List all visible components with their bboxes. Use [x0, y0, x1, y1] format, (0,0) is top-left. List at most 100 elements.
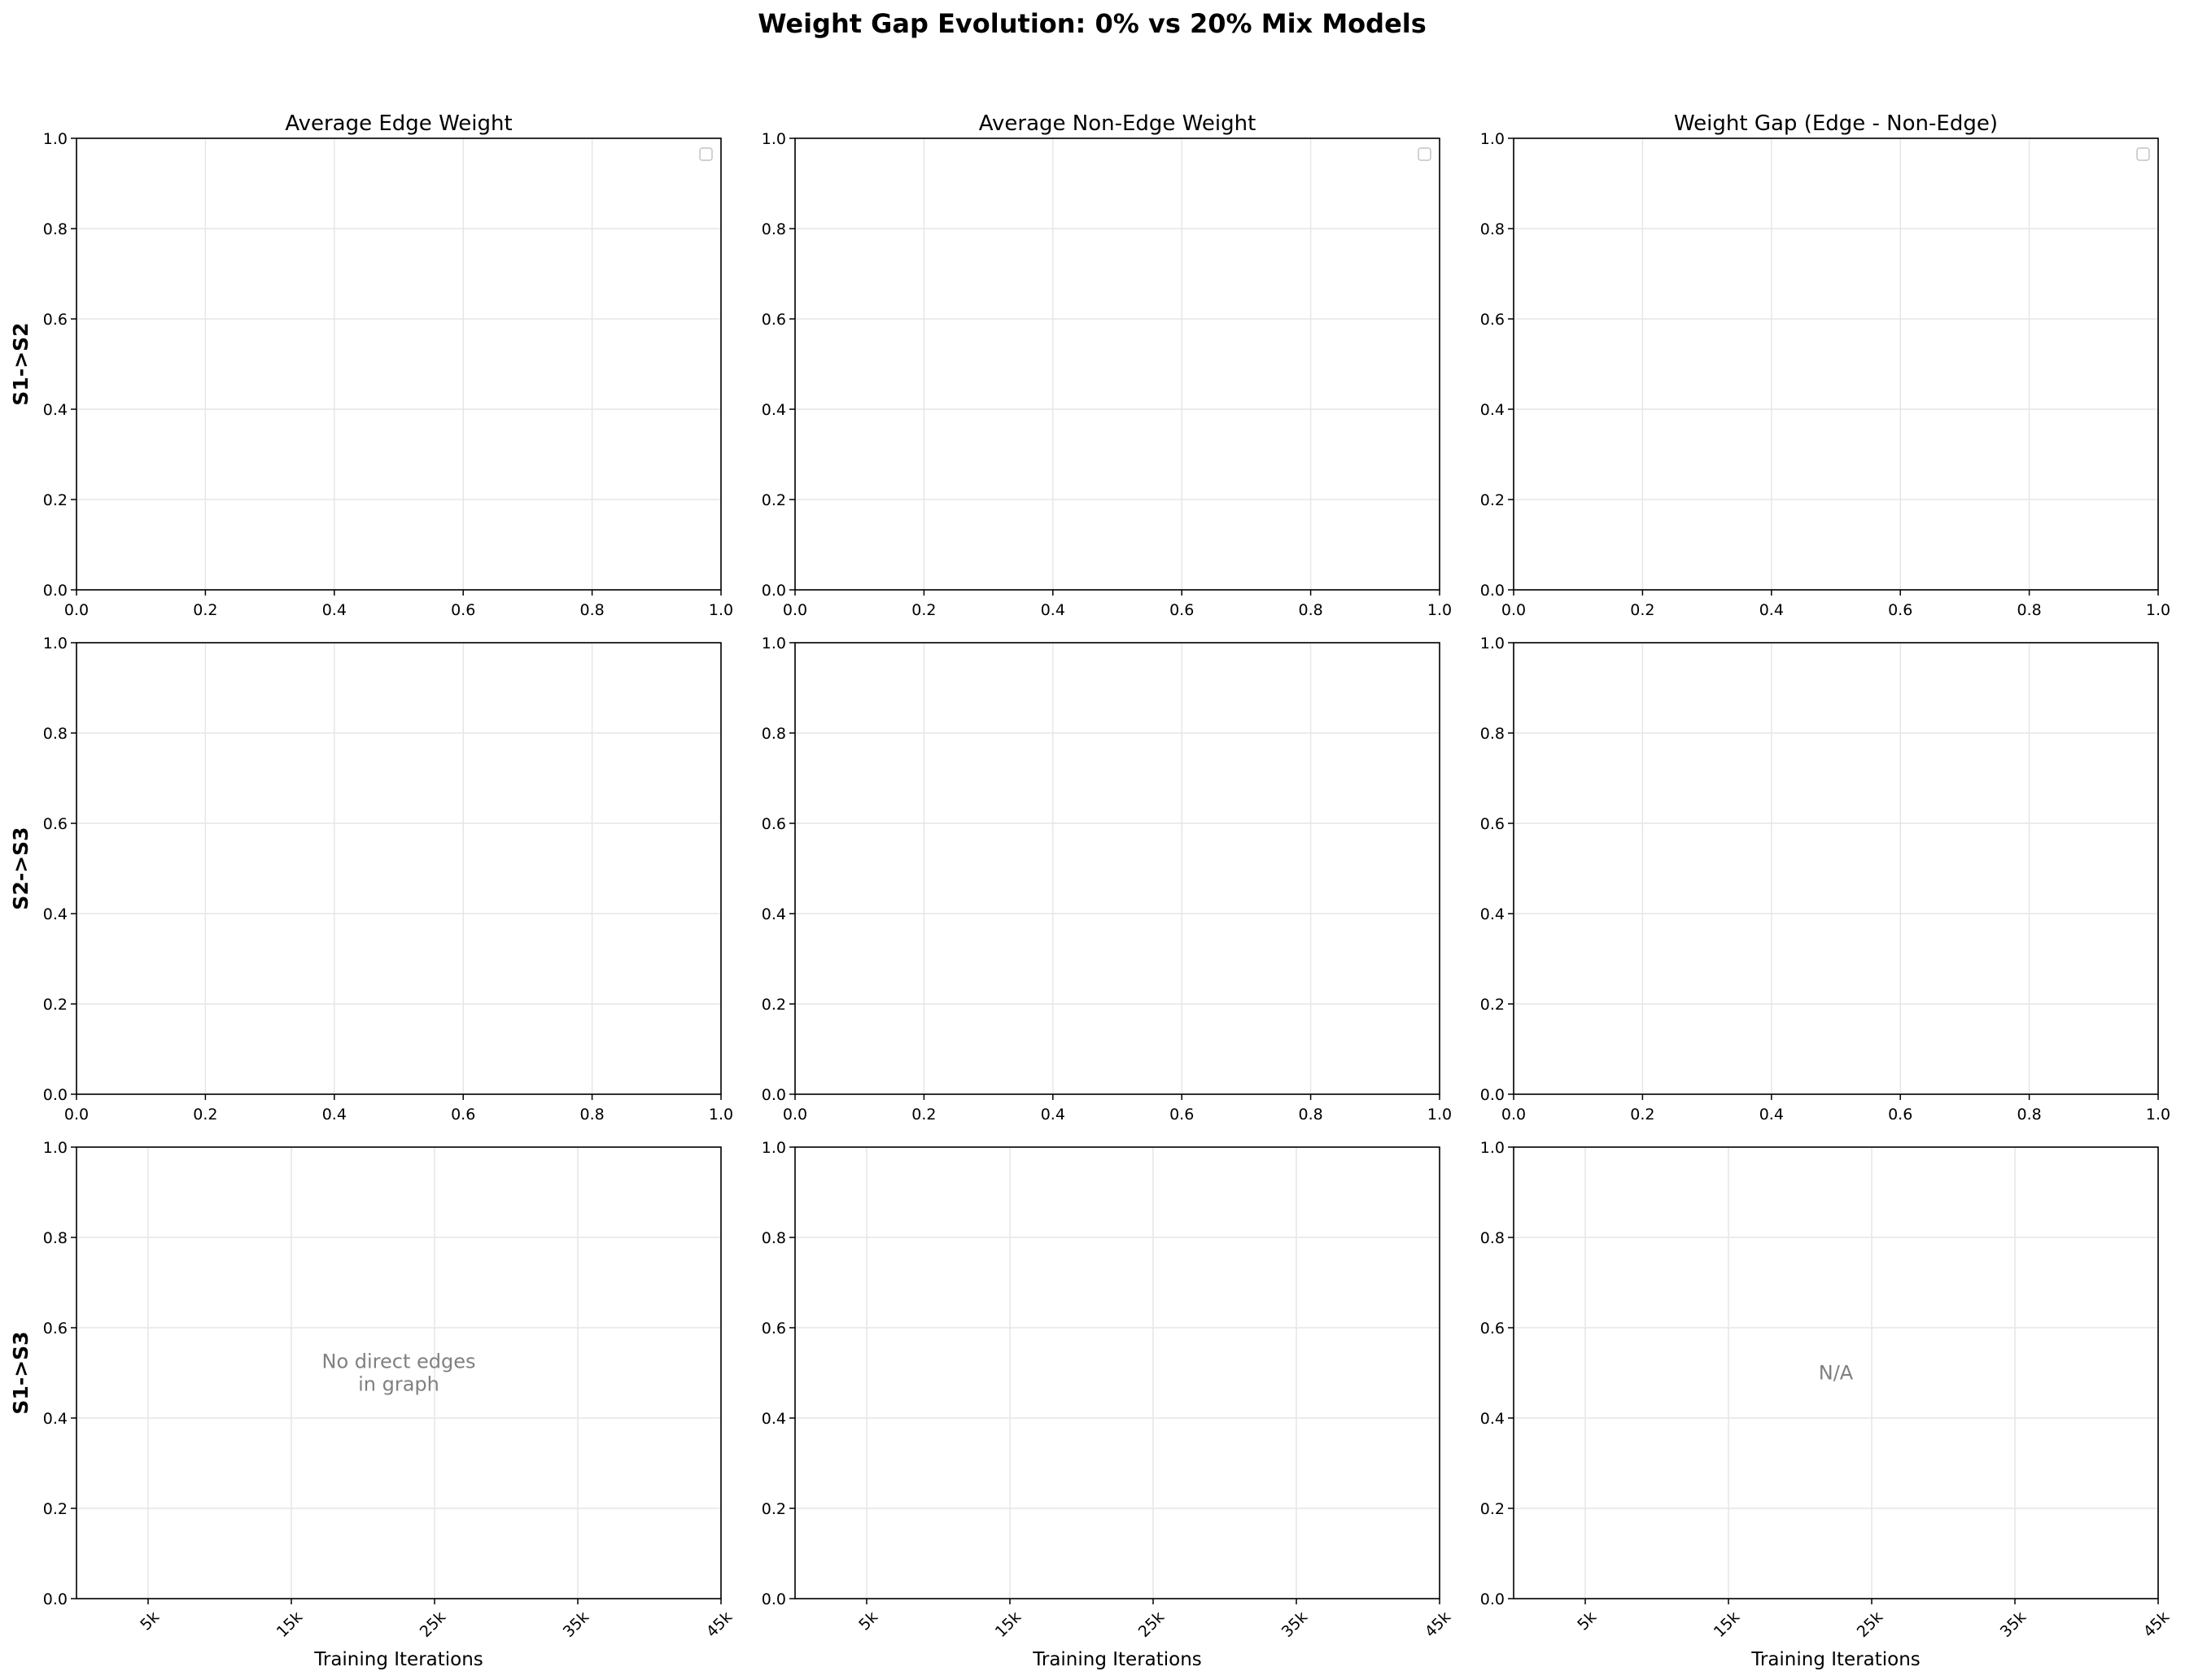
y-tick-label: 0.8 — [1480, 220, 1505, 238]
x-tick-label: 0.2 — [1630, 601, 1654, 619]
x-tick-label: 0.6 — [451, 601, 475, 619]
y-tick-label: 0.4 — [43, 905, 68, 923]
y-tick-label: 0.0 — [43, 582, 68, 600]
y-tick-label: 0.2 — [1480, 1500, 1505, 1518]
axes-frame — [1513, 1146, 2159, 1599]
y-tick-label: 0.0 — [762, 582, 786, 600]
x-tick-label: 0.0 — [64, 1106, 89, 1124]
y-tick-label: 0.2 — [762, 996, 786, 1014]
subplot-r1c0: 0.0 0.2 0.4 0.6 0.8 1.0 0.0 0.2 0.4 0.6 0.8 1.0 S2->… — [9, 635, 733, 1124]
x-tick-label: 0.8 — [1298, 601, 1322, 619]
y-tick-label: 0.4 — [43, 401, 68, 419]
x-tick-label: 0.2 — [1630, 1106, 1654, 1124]
x-tick-label: 0.2 — [193, 601, 217, 619]
y-tick-label: 0.0 — [762, 1086, 786, 1104]
y-tick-label: 1.0 — [762, 1139, 786, 1157]
y-tick-label: 1.0 — [762, 130, 786, 148]
x-tick-label: 0.4 — [1759, 1106, 1784, 1124]
y-tick-label: 0.2 — [43, 996, 68, 1014]
y-tick-label: 0.2 — [762, 491, 786, 509]
x-tick-label: 0.4 — [1759, 601, 1784, 619]
x-tick-label: 1.0 — [709, 601, 733, 619]
row-label: S2->S3 — [9, 827, 33, 910]
x-tick-label: 5k — [137, 1608, 163, 1634]
x-tick-label: 0.4 — [1041, 1106, 1065, 1124]
figure-title: Weight Gap Evolution: 0% vs 20% Mix Mode… — [758, 8, 1427, 39]
x-tick-label: 45k — [2140, 1608, 2173, 1641]
axes-frame — [794, 642, 1440, 1095]
legend-box — [2136, 147, 2150, 161]
y-tick-label: 0.8 — [43, 1229, 68, 1247]
y-tick-label: 0.4 — [43, 1410, 68, 1428]
y-tick-label: 1.0 — [43, 635, 68, 652]
y-tick-label: 0.8 — [43, 725, 68, 743]
x-tick-label: 0.8 — [2017, 1106, 2041, 1124]
x-tick-label: 45k — [1422, 1608, 1454, 1641]
y-tick-label: 0.8 — [762, 1229, 786, 1247]
y-tick-label: 0.6 — [1480, 311, 1505, 329]
x-tick-label: 0.0 — [64, 601, 89, 619]
subplot-r2c1: 0.0 0.2 0.4 0.6 0.8 1.0 5k 15k 25k 35k 45k Training… — [762, 1139, 1454, 1670]
y-tick-label: 0.6 — [762, 1320, 786, 1337]
y-tick-label: 0.4 — [1480, 1410, 1505, 1428]
y-tick-label: 0.8 — [43, 220, 68, 238]
subplot-annotation: No direct edges in graph — [321, 1351, 475, 1396]
subplot-r0c0: 0.0 0.2 0.4 0.6 0.8 1.0 0.0 0.2 0.4 0.6 0.8 1.0 Aver… — [9, 111, 733, 619]
subplot-title: Average Edge Weight — [285, 111, 512, 136]
y-tick-label: 0.4 — [762, 401, 786, 419]
x-tick-label: 0.6 — [1169, 1106, 1194, 1124]
panels-grid: 0.0 0.2 0.4 0.6 0.8 1.0 0.0 0.2 0.4 0.6 0.8 1.0 Aver… — [9, 111, 2173, 1670]
subplot-r1c1: 0.0 0.2 0.4 0.6 0.8 1.0 0.0 0.2 0.4 0.6 0.8 1.0 — [762, 635, 1452, 1124]
x-tick-label: 1.0 — [2146, 601, 2170, 619]
x-tick-label: 0.8 — [1298, 1106, 1322, 1124]
y-tick-label: 0.4 — [1480, 401, 1505, 419]
x-tick-label: 35k — [1997, 1608, 2030, 1641]
x-tick-label: 25k — [1854, 1608, 1886, 1641]
axes-frame — [794, 137, 1440, 591]
y-tick-label: 0.6 — [43, 815, 68, 833]
row-label: S1->S3 — [9, 1331, 33, 1414]
y-tick-label: 1.0 — [1480, 130, 1505, 148]
y-tick-label: 0.6 — [762, 815, 786, 833]
y-tick-label: 0.8 — [762, 725, 786, 743]
x-tick-label: 5k — [1574, 1608, 1600, 1634]
subplot-r2c2: 0.0 0.2 0.4 0.6 0.8 1.0 5k 15k 25k 35k 45k Training… — [1480, 1139, 2173, 1670]
y-tick-label: 0.2 — [43, 1500, 68, 1518]
x-tick-label: 0.4 — [1041, 601, 1065, 619]
y-tick-label: 0.0 — [43, 1086, 68, 1104]
x-tick-label: 0.0 — [783, 601, 807, 619]
x-axis-label: Training Iterations — [1032, 1649, 1202, 1670]
x-tick-label: 0.8 — [579, 601, 604, 619]
axes-frame — [794, 1146, 1440, 1599]
x-tick-label: 0.4 — [322, 601, 347, 619]
x-tick-label: 0.2 — [911, 1106, 936, 1124]
x-tick-label: 1.0 — [1427, 601, 1452, 619]
x-tick-label: 0.6 — [451, 1106, 475, 1124]
y-tick-label: 1.0 — [43, 130, 68, 148]
x-tick-label: 15k — [992, 1608, 1025, 1641]
y-tick-label: 0.0 — [1480, 1086, 1505, 1104]
y-tick-label: 0.6 — [43, 1320, 68, 1337]
x-tick-label: 0.6 — [1169, 601, 1194, 619]
y-tick-label: 0.0 — [762, 1591, 786, 1608]
x-axis-label: Training Iterations — [313, 1649, 483, 1670]
x-tick-label: 45k — [703, 1608, 736, 1641]
y-tick-label: 1.0 — [762, 635, 786, 652]
y-tick-label: 0.6 — [762, 311, 786, 329]
x-tick-label: 0.8 — [2017, 601, 2041, 619]
axes-frame — [1513, 642, 2159, 1095]
y-tick-label: 0.6 — [1480, 1320, 1505, 1337]
x-tick-label: 0.6 — [1888, 601, 1912, 619]
subplot-annotation: N/A — [1819, 1362, 1854, 1385]
subplot-r0c2: 0.0 0.2 0.4 0.6 0.8 1.0 0.0 0.2 0.4 0.6 0.8 1.0 Weig… — [1480, 111, 2170, 619]
legend-box — [699, 147, 713, 161]
x-tick-label: 5k — [855, 1608, 881, 1634]
x-tick-label: 0.0 — [783, 1106, 807, 1124]
y-tick-label: 0.8 — [762, 220, 786, 238]
y-tick-label: 0.4 — [762, 905, 786, 923]
x-tick-label: 0.2 — [911, 601, 936, 619]
y-tick-label: 0.2 — [1480, 491, 1505, 509]
subplot-r2c0: 0.0 0.2 0.4 0.6 0.8 1.0 5k 15k 25k 35k 45k Training… — [9, 1139, 736, 1670]
x-tick-label: 1.0 — [1427, 1106, 1452, 1124]
